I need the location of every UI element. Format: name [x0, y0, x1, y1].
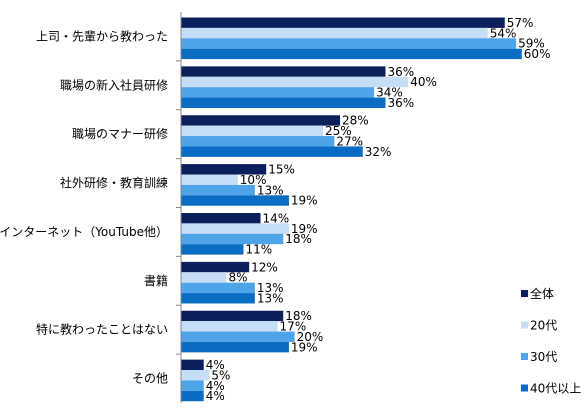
legend-label: 30代	[530, 350, 557, 364]
bar	[181, 331, 295, 342]
category-label: 上司・先輩から教わった	[36, 28, 168, 43]
bar	[181, 380, 204, 391]
value-label: 36%	[387, 65, 414, 79]
value-label: 4%	[206, 379, 225, 393]
category-label: その他	[132, 372, 168, 386]
value-label: 13%	[257, 281, 284, 295]
bar	[181, 321, 278, 332]
bar	[181, 27, 488, 39]
value-label: 60%	[524, 47, 551, 61]
value-label: 17%	[280, 320, 307, 334]
value-label: 19%	[291, 222, 318, 236]
legend-label: 全体	[530, 286, 554, 301]
value-label: 13%	[257, 291, 284, 305]
bar	[181, 66, 386, 77]
category-label: 特に教わったことはない	[36, 322, 168, 337]
bar	[181, 146, 363, 157]
bars	[181, 17, 522, 402]
value-label: 25%	[325, 124, 352, 138]
bar	[181, 282, 255, 294]
bar	[181, 38, 517, 49]
value-label: 14%	[263, 211, 290, 225]
bar	[181, 76, 409, 88]
bar	[181, 390, 204, 402]
bar	[181, 195, 289, 206]
value-label: 32%	[365, 145, 392, 159]
bar	[181, 293, 255, 304]
value-label: 57%	[507, 16, 534, 30]
bar	[181, 370, 210, 381]
value-label: 19%	[291, 194, 318, 208]
category-label: 職場のマナー研修	[72, 126, 168, 141]
category-label: 職場の新入社員研修	[60, 77, 168, 92]
value-label: 59%	[518, 37, 545, 51]
bar	[181, 48, 522, 60]
value-label: 27%	[336, 134, 363, 148]
bar	[181, 115, 341, 126]
bar	[181, 213, 261, 224]
bar	[181, 17, 505, 28]
legend-swatch	[521, 353, 528, 360]
bar	[181, 164, 267, 175]
category-label: インターネット（YouTube他）	[0, 225, 168, 239]
legend-label: 40代以上	[530, 382, 581, 396]
bar	[181, 174, 238, 185]
value-label: 13%	[257, 183, 284, 197]
value-label: 28%	[342, 114, 369, 128]
value-label: 4%	[206, 389, 225, 403]
value-labels: 57%54%59%60%36%40%34%36%28%25%27%32%15%1…	[206, 16, 551, 403]
legend-swatch	[521, 384, 528, 392]
bar	[181, 359, 204, 371]
value-label: 8%	[228, 271, 247, 285]
bar	[181, 244, 244, 255]
bar	[181, 223, 289, 234]
value-label: 34%	[376, 86, 403, 100]
value-label: 40%	[410, 75, 437, 89]
value-label: 54%	[490, 26, 517, 40]
value-label: 36%	[387, 96, 414, 110]
value-label: 15%	[268, 163, 295, 177]
category-labels: 上司・先輩から教わった職場の新入社員研修職場のマナー研修社外研修・教育訓練インタ…	[0, 28, 168, 385]
value-label: 18%	[285, 232, 312, 246]
bar	[181, 136, 335, 147]
bar	[181, 97, 386, 108]
bar	[181, 272, 227, 283]
value-label: 18%	[285, 309, 312, 323]
axis-ticks	[176, 60, 181, 355]
bar	[181, 184, 255, 196]
legend: 全体 20代 30代 40代以上	[521, 286, 581, 396]
category-label: 書籍	[144, 273, 168, 288]
value-label: 19%	[291, 340, 318, 354]
category-label: 社外研修・教育訓練	[60, 175, 168, 190]
bar	[181, 310, 284, 322]
value-label: 10%	[240, 173, 267, 187]
value-label: 5%	[211, 368, 230, 382]
value-label: 20%	[297, 330, 324, 344]
value-label: 11%	[245, 243, 272, 257]
bar	[181, 341, 289, 353]
legend-swatch	[521, 290, 528, 297]
bar	[181, 261, 250, 273]
value-label: 12%	[251, 260, 278, 274]
bar	[181, 125, 323, 137]
bar	[181, 233, 284, 245]
legend-label: 20代	[530, 319, 557, 333]
value-label: 4%	[206, 358, 225, 372]
legend-swatch	[521, 321, 528, 329]
bar	[181, 87, 375, 98]
